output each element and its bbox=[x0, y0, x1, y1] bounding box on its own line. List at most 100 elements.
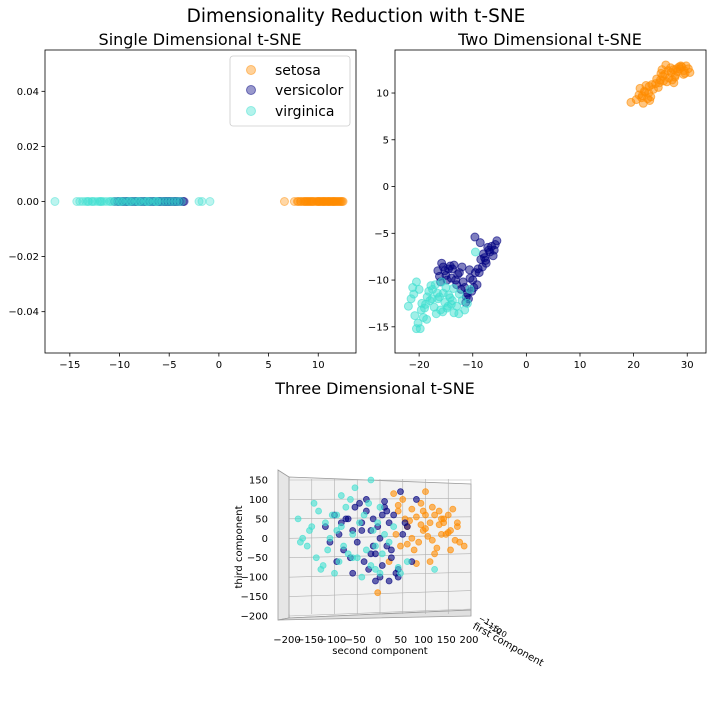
point-virginica bbox=[372, 542, 379, 550]
point-virginica bbox=[333, 527, 341, 534]
legend-marker-setosa bbox=[246, 65, 256, 75]
point-virginica bbox=[124, 197, 134, 206]
point-versicolor bbox=[485, 247, 495, 257]
point-virginica bbox=[408, 283, 418, 293]
point-virginica bbox=[358, 573, 366, 581]
point-versicolor bbox=[158, 197, 168, 206]
y-tick-label: −200 bbox=[241, 612, 268, 623]
point-versicolor bbox=[342, 515, 350, 523]
x-tick-label: −10 bbox=[462, 360, 483, 371]
point-versicolor bbox=[165, 197, 175, 206]
point-virginica bbox=[331, 569, 338, 577]
point-setosa bbox=[438, 531, 445, 538]
x-tick-label: 100 bbox=[414, 635, 433, 646]
point-virginica bbox=[365, 499, 373, 507]
point-setosa bbox=[669, 78, 679, 88]
point-versicolor bbox=[169, 197, 179, 206]
point-setosa bbox=[324, 197, 334, 206]
x-tick-label: −200 bbox=[273, 635, 300, 646]
point-virginica bbox=[427, 294, 437, 304]
point-setosa bbox=[676, 61, 686, 71]
point-setosa bbox=[410, 546, 418, 554]
point-virginica bbox=[194, 197, 204, 206]
point-versicolor bbox=[378, 511, 386, 519]
x-tick-label: −50 bbox=[345, 635, 366, 646]
point-setosa bbox=[374, 589, 382, 597]
point-setosa bbox=[338, 197, 348, 206]
point-virginica bbox=[411, 324, 421, 334]
point-virginica bbox=[108, 197, 118, 206]
point-setosa bbox=[329, 197, 339, 206]
x-tick-label: −20 bbox=[409, 360, 430, 371]
point-setosa bbox=[314, 197, 324, 206]
point-virginica bbox=[173, 197, 183, 206]
y-tick-label: 150 bbox=[249, 476, 268, 487]
point-virginica bbox=[394, 564, 402, 571]
point-versicolor bbox=[378, 562, 386, 569]
figure-title: Dimensionality Reduction with t-SNE bbox=[187, 6, 526, 27]
point-versicolor bbox=[385, 577, 393, 585]
point-versicolor bbox=[113, 197, 123, 206]
point-setosa bbox=[316, 197, 326, 206]
point-setosa bbox=[314, 197, 324, 206]
y-tick-label: 0 bbox=[262, 534, 268, 545]
point-setosa bbox=[331, 197, 341, 206]
point-virginica bbox=[114, 197, 124, 206]
point-versicolor bbox=[470, 232, 480, 242]
point-versicolor bbox=[120, 197, 130, 206]
point-setosa bbox=[309, 197, 319, 206]
legend-frame bbox=[229, 55, 351, 127]
point-versicolor bbox=[164, 197, 174, 206]
point-virginica bbox=[326, 534, 334, 542]
point-virginica bbox=[465, 284, 475, 294]
point-versicolor bbox=[385, 519, 393, 527]
point-versicolor bbox=[356, 499, 363, 507]
point-virginica bbox=[390, 523, 398, 531]
point-virginica bbox=[96, 197, 106, 206]
chart-one-d: Single Dimensional t-SNE −15 −10 −5 0 5 10 0.0… bbox=[8, 30, 357, 371]
legend-marker-virginica bbox=[246, 106, 256, 116]
point-virginica bbox=[312, 554, 320, 562]
point-versicolor bbox=[168, 197, 178, 206]
point-virginica bbox=[362, 546, 370, 554]
point-versicolor bbox=[136, 197, 146, 206]
point-setosa bbox=[337, 197, 347, 206]
depth-tick-label: 10 bbox=[490, 624, 503, 637]
point-setosa bbox=[333, 197, 343, 206]
point-virginica bbox=[437, 277, 447, 287]
point-virginica bbox=[140, 197, 150, 206]
point-versicolor bbox=[147, 197, 157, 206]
point-setosa bbox=[657, 65, 667, 75]
point-setosa bbox=[428, 536, 436, 544]
point-setosa bbox=[320, 197, 330, 206]
point-virginica bbox=[134, 197, 144, 206]
y-tick-label: −15 bbox=[368, 322, 389, 333]
point-setosa bbox=[444, 529, 452, 536]
point-virginica bbox=[294, 515, 302, 523]
legend-label-versicolor: versicolor bbox=[275, 83, 344, 99]
point-versicolor bbox=[163, 197, 173, 206]
point-versicolor bbox=[154, 197, 164, 206]
point-virginica bbox=[410, 311, 420, 321]
point-setosa bbox=[408, 505, 416, 513]
point-setosa bbox=[422, 525, 429, 532]
point-setosa bbox=[449, 505, 457, 513]
point-virginica bbox=[367, 562, 375, 569]
y-tick-label: 50 bbox=[255, 514, 268, 525]
point-setosa bbox=[644, 81, 654, 91]
y-tick-label: 100 bbox=[249, 495, 268, 506]
point-versicolor bbox=[475, 238, 485, 248]
x-tick-label: 50 bbox=[394, 635, 407, 646]
point-virginica bbox=[372, 565, 379, 573]
point-setosa bbox=[295, 197, 305, 206]
point-setosa bbox=[312, 197, 322, 206]
point-virginica bbox=[116, 197, 126, 206]
point-versicolor bbox=[372, 577, 379, 585]
point-virginica bbox=[84, 197, 94, 206]
point-versicolor bbox=[159, 197, 169, 206]
legend-label-setosa: setosa bbox=[275, 63, 321, 79]
point-versicolor bbox=[465, 265, 475, 275]
point-versicolor bbox=[376, 534, 384, 542]
point-versicolor bbox=[121, 197, 131, 206]
